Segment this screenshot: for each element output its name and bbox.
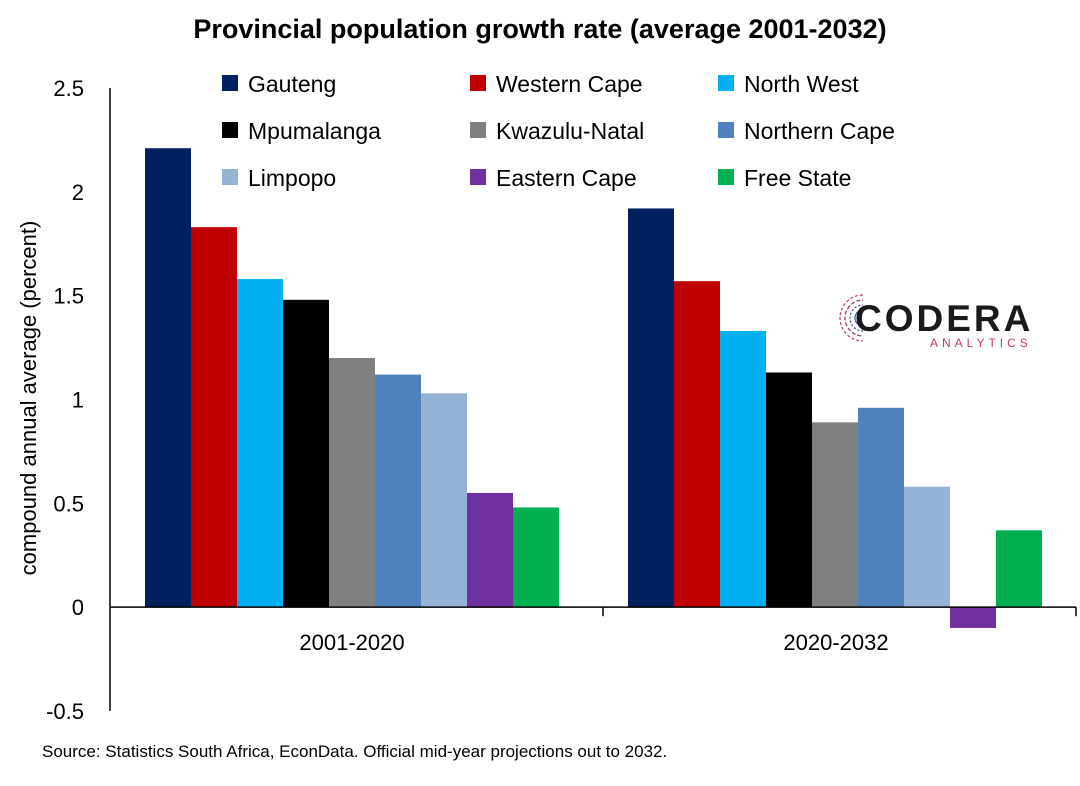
- chart-title: Provincial population growth rate (avera…: [193, 14, 887, 44]
- bar-mpumalanga-2001-2020: [283, 299, 329, 608]
- legend-label-north-west: North West: [744, 71, 859, 97]
- bars-group: [145, 148, 1042, 628]
- legend-label-western-cape: Western Cape: [496, 71, 643, 97]
- logo-name: CODERA: [855, 298, 1033, 339]
- legend-label-eastern-cape: Eastern Cape: [496, 165, 637, 191]
- bar-free-state-2020-2032: [996, 530, 1042, 608]
- bar-northern-cape-2020-2032: [858, 407, 904, 608]
- bar-kwazulu-natal-2001-2020: [329, 357, 375, 608]
- legend-swatch-limpopo: [222, 169, 238, 185]
- y-tick-label: 0.5: [53, 491, 84, 516]
- legend: Gauteng Western Cape North West Mpumalanga K…: [222, 71, 895, 191]
- bar-gauteng-2001-2020: [145, 148, 191, 608]
- legend-swatch-eastern-cape: [470, 169, 486, 185]
- legend-swatch-gauteng: [222, 75, 238, 91]
- bar-gauteng-2020-2032: [628, 208, 674, 608]
- legend-swatch-mpumalanga: [222, 122, 238, 138]
- y-tick-label: 1.5: [53, 284, 84, 309]
- bar-western-cape-2001-2020: [191, 227, 237, 608]
- legend-label-kwazulu-natal: Kwazulu-Natal: [496, 118, 644, 144]
- bar-western-cape-2020-2032: [674, 281, 720, 608]
- legend-label-northern-cape: Northern Cape: [744, 118, 895, 144]
- bar-northern-cape-2001-2020: [375, 374, 421, 608]
- legend-swatch-free-state: [718, 169, 734, 185]
- legend-label-limpopo: Limpopo: [248, 165, 336, 191]
- y-axis-title: compound annual average (percent): [16, 221, 41, 576]
- legend-swatch-kwazulu-natal: [470, 122, 486, 138]
- bar-kwazulu-natal-2020-2032: [812, 422, 858, 608]
- y-axis-title-group: compound annual average (percent): [16, 221, 41, 576]
- bar-north-west-2001-2020: [237, 279, 283, 608]
- bar-eastern-cape-2020-2032: [950, 607, 996, 628]
- y-tick-label: 2.5: [53, 76, 84, 101]
- y-tick-label: 0: [72, 595, 84, 620]
- source-note: Source: Statistics South Africa, EconDat…: [42, 742, 668, 761]
- legend-swatch-northern-cape: [718, 122, 734, 138]
- axes-group: [109, 88, 1077, 711]
- bar-eastern-cape-2001-2020: [467, 492, 513, 608]
- bar-limpopo-2001-2020: [421, 393, 467, 608]
- logo-mark-icon: [839, 292, 891, 344]
- y-tick-label: -0.5: [46, 699, 84, 724]
- category-label: 2001-2020: [299, 630, 404, 655]
- bar-free-state-2001-2020: [513, 507, 559, 608]
- legend-swatch-western-cape: [470, 75, 486, 91]
- y-tick-label: 1: [72, 388, 84, 413]
- bar-mpumalanga-2020-2032: [766, 372, 812, 608]
- bar-limpopo-2020-2032: [904, 486, 950, 608]
- logo-tagline: ANALYTICS: [930, 336, 1032, 350]
- legend-label-gauteng: Gauteng: [248, 71, 336, 97]
- y-tick-label: 2: [72, 180, 84, 205]
- category-labels: 2001-2020 2020-2032: [299, 630, 888, 655]
- legend-label-mpumalanga: Mpumalanga: [248, 118, 381, 144]
- codera-logo: CODERA ANALYTICS: [839, 292, 1033, 350]
- legend-label-free-state: Free State: [744, 165, 851, 191]
- bar-north-west-2020-2032: [720, 330, 766, 608]
- y-tick-labels: -0.5 0 0.5 1 1.5 2 2.5: [46, 76, 84, 724]
- category-label: 2020-2032: [783, 630, 888, 655]
- legend-swatch-north-west: [718, 75, 734, 91]
